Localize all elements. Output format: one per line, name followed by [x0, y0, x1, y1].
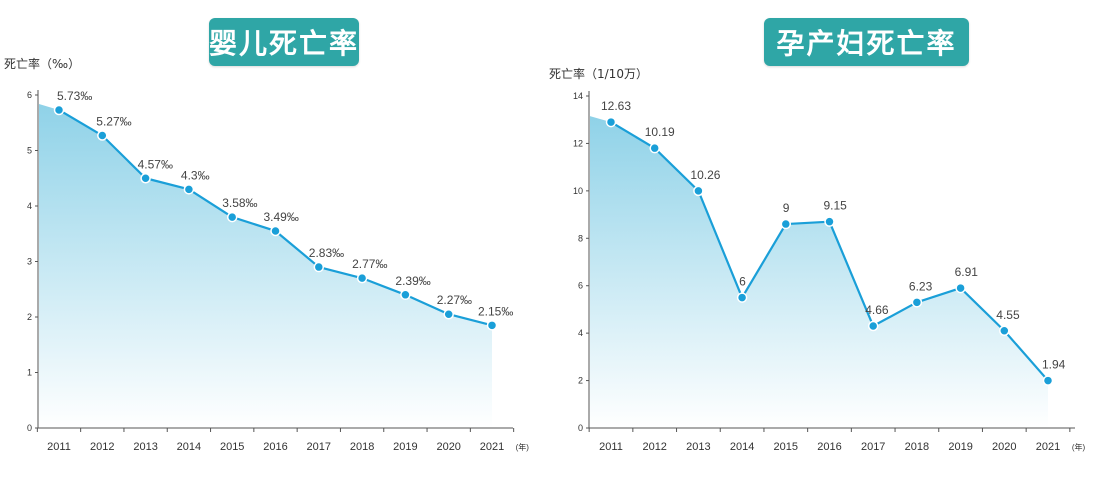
y-tick-label: 0 — [578, 423, 583, 433]
data-point — [183, 184, 195, 195]
x-tick-label: 2020 — [436, 441, 460, 453]
data-label: 9.15 — [824, 199, 848, 213]
x-tick-label: 2011 — [47, 441, 71, 453]
data-label: 2.15‰ — [478, 304, 513, 318]
y-tick-label: 12 — [573, 138, 583, 148]
y-tick-label: 10 — [573, 186, 583, 196]
x-tick-label: 2011 — [599, 441, 623, 453]
y-tick-label: 4 — [578, 328, 583, 338]
x-tick-label: 2012 — [642, 441, 666, 453]
x-tick-label: 2017 — [861, 441, 885, 453]
y-tick-label: 4 — [27, 201, 32, 211]
data-label: 12.63 — [601, 99, 631, 113]
data-point — [693, 185, 704, 197]
data-label: 10.19 — [645, 125, 675, 139]
infant-mortality-panel: 0 1 2 3 4 5 6 2011 2012 2013 2014 2015 2016 2017 2018 2… — [4, 18, 530, 453]
x-tick-label: 2013 — [686, 441, 710, 453]
data-point — [443, 308, 454, 320]
data-label: 3.58‰ — [222, 196, 257, 210]
series-area — [39, 103, 492, 429]
x-tick-label: 2014 — [177, 441, 201, 453]
data-label: 3.49‰ — [264, 210, 299, 224]
y-axis-label: 死亡率（1/10万） — [549, 66, 648, 81]
data-label: 5.73‰ — [57, 89, 92, 103]
data-label: 6 — [739, 275, 746, 289]
data-point — [867, 320, 879, 332]
data-point — [911, 297, 923, 308]
y-tick-label: 3 — [27, 257, 32, 267]
data-point — [97, 130, 108, 141]
x-tick-label: 2020 — [992, 441, 1016, 453]
data-point — [1042, 375, 1054, 386]
y-tick-label: 5 — [27, 146, 32, 156]
x-tick-label: 2021 — [480, 441, 504, 453]
data-point — [736, 292, 748, 303]
x-tick-label: 2016 — [263, 441, 287, 453]
y-tick-label: 2 — [27, 312, 32, 322]
data-point — [955, 282, 966, 294]
x-tick-label: 2012 — [90, 441, 114, 453]
data-point — [605, 116, 617, 128]
data-point — [53, 104, 65, 116]
data-label: 9 — [783, 201, 790, 215]
infant-mortality-title: 婴儿死亡率 — [209, 18, 359, 66]
data-label: 2.39‰ — [395, 274, 430, 288]
y-tick-label: 6 — [578, 281, 583, 291]
data-point — [313, 261, 325, 273]
maternal-mortality-panel: 0 2 4 6 8 10 12 14 2011 2012 2013 2014 2015 2016 2017 2… — [549, 0, 1098, 492]
data-point — [140, 173, 151, 184]
data-label: 6.23 — [909, 279, 933, 293]
data-label: 4.66 — [865, 303, 889, 317]
x-tick-label: 2018 — [350, 441, 374, 453]
infant-mortality-chart: 0 1 2 3 4 5 6 2011 2012 2013 2014 2015 2016 2017 2018 2… — [4, 56, 530, 453]
data-point — [780, 218, 792, 230]
y-tick-label: 6 — [27, 90, 32, 100]
x-tick-label: 2015 — [220, 441, 244, 453]
series-area — [590, 116, 1048, 428]
data-label: 10.26 — [690, 168, 720, 182]
data-label: 6.91 — [955, 265, 979, 279]
x-axis-unit: (年) — [1072, 442, 1086, 452]
x-tick-label: 2016 — [817, 441, 841, 453]
maternal-mortality-chart: 0 2 4 6 8 10 12 14 2011 2012 2013 2014 2015 2016 2017 2… — [549, 66, 1086, 453]
data-label: 4.55 — [996, 308, 1020, 322]
data-label: 4.57‰ — [138, 157, 173, 171]
data-point — [226, 211, 238, 223]
y-tick-label: 8 — [578, 233, 583, 243]
data-label: 2.77‰ — [352, 257, 387, 271]
y-axis-label: 死亡率（‰） — [4, 56, 80, 71]
data-point — [486, 320, 498, 331]
y-tick-label: 1 — [27, 368, 32, 378]
x-tick-label: 2015 — [774, 441, 798, 453]
data-point — [824, 216, 835, 227]
x-tick-label: 2021 — [1036, 441, 1060, 453]
data-point — [649, 142, 660, 154]
data-point — [270, 225, 281, 237]
y-tick-label: 0 — [27, 423, 32, 433]
x-tick-label: 2013 — [133, 441, 157, 453]
data-label: 5.27‰ — [96, 115, 131, 129]
y-tick-label: 14 — [573, 91, 583, 101]
maternal-mortality-title: 孕产妇死亡率 — [764, 18, 969, 66]
x-axis-unit: (年) — [516, 442, 530, 452]
x-tick-label: 2017 — [307, 441, 331, 453]
data-point — [999, 325, 1010, 337]
y-tick-label: 2 — [578, 376, 583, 386]
data-label: 4.3‰ — [181, 168, 210, 182]
x-tick-label: 2014 — [730, 441, 754, 453]
data-label: 2.27‰ — [437, 293, 472, 307]
data-label: 1.94 — [1042, 358, 1066, 372]
x-tick-label: 2019 — [393, 441, 417, 453]
data-label: 2.83‰ — [309, 246, 344, 260]
data-point — [400, 289, 411, 301]
data-point — [356, 272, 368, 284]
x-tick-label: 2018 — [905, 441, 929, 453]
x-tick-label: 2019 — [948, 441, 972, 453]
